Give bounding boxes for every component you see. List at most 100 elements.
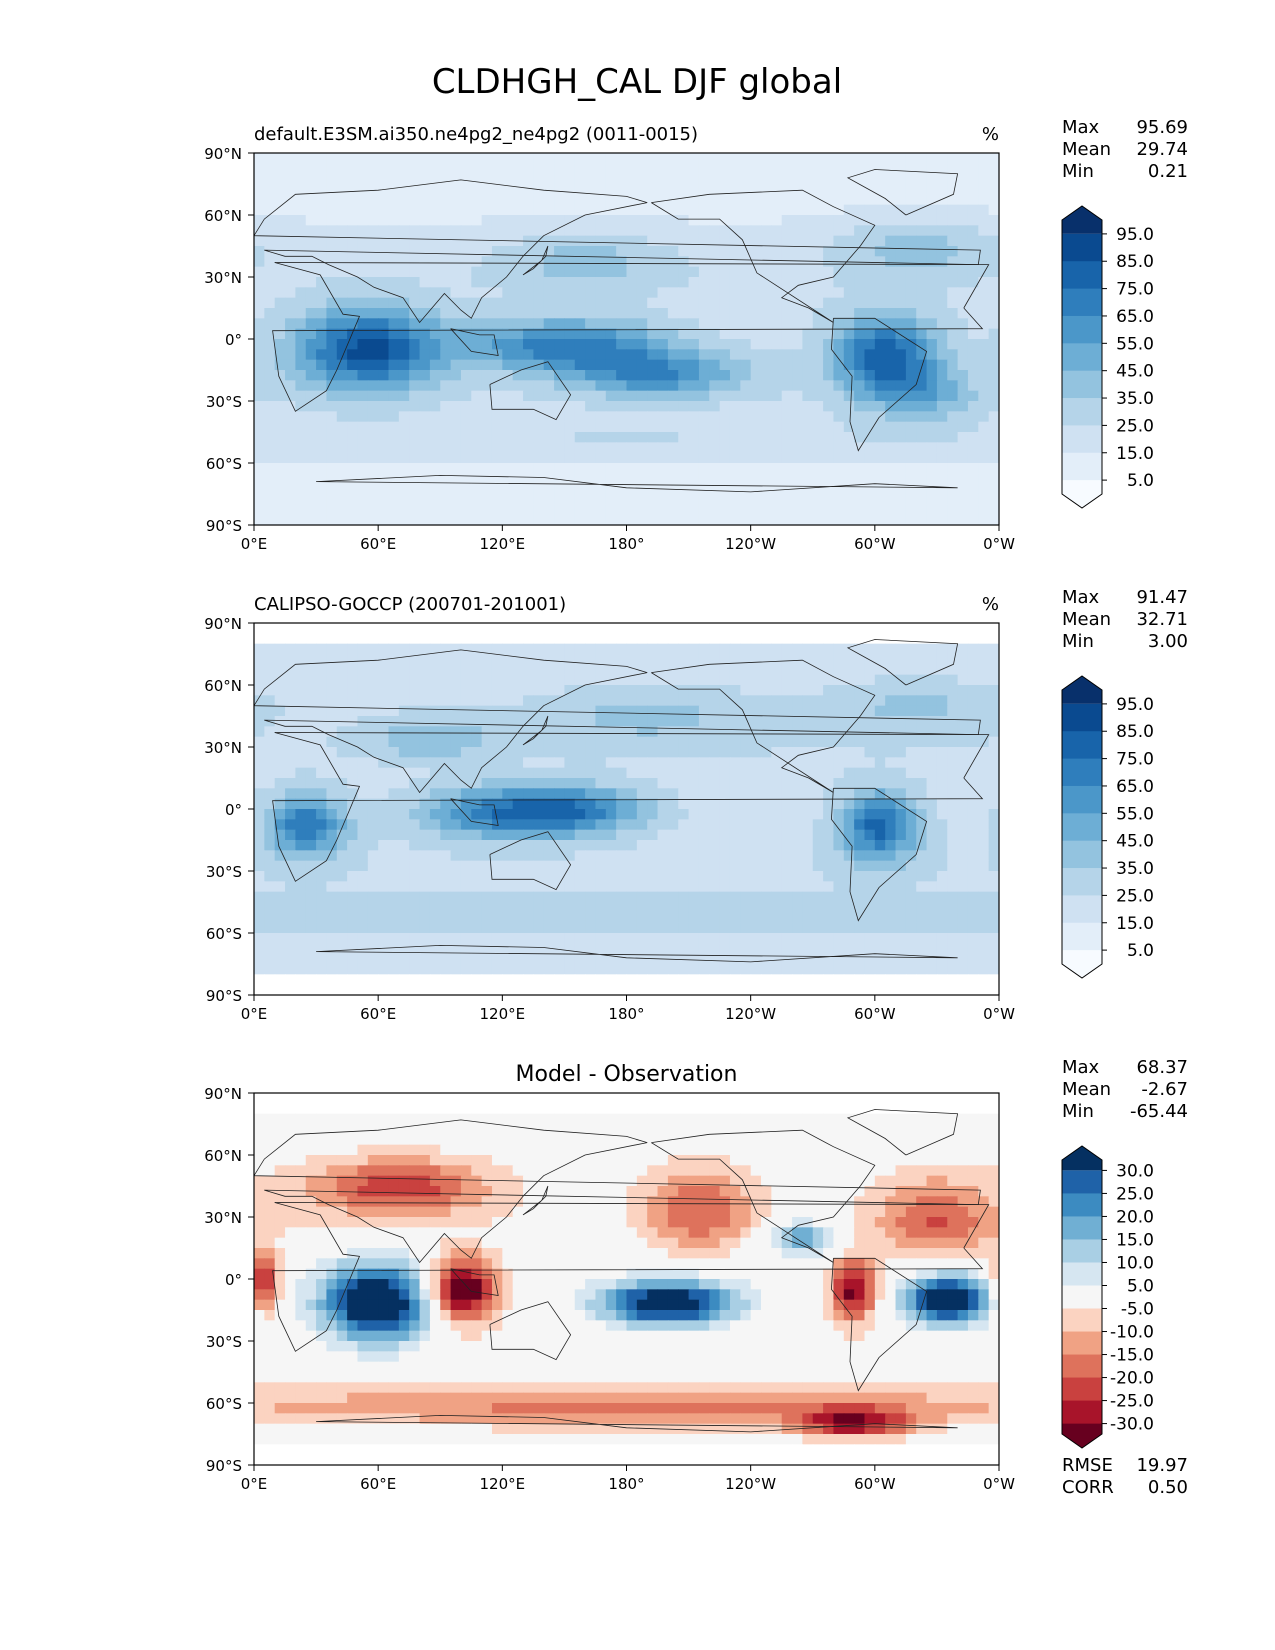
- heatmap-cell: [926, 494, 938, 505]
- heatmap-cell: [585, 902, 597, 913]
- heatmap-cell: [481, 452, 493, 464]
- heatmap-cell: [564, 716, 576, 727]
- heatmap-cell: [895, 664, 907, 676]
- heatmap-cell: [264, 287, 276, 299]
- heatmap-cell: [564, 277, 576, 288]
- heatmap-cell: [419, 943, 431, 955]
- heatmap-cell: [471, 235, 483, 247]
- heatmap-cell: [523, 153, 534, 164]
- heatmap-cell: [502, 778, 514, 789]
- heatmap-cell: [336, 153, 348, 164]
- heatmap-cell: [316, 891, 328, 903]
- heatmap-cell: [698, 473, 710, 485]
- heatmap-cell: [854, 163, 866, 175]
- heatmap-cell: [378, 736, 390, 748]
- heatmap-cell: [533, 432, 545, 443]
- heatmap-cell: [316, 204, 328, 216]
- heatmap-cell: [305, 767, 317, 779]
- heatmap-cell: [564, 318, 576, 330]
- heatmap-cell: [781, 912, 793, 924]
- heatmap-cell: [895, 633, 907, 645]
- heatmap-cell: [781, 902, 793, 913]
- heatmap-cell: [285, 256, 296, 268]
- heatmap-cell: [667, 473, 679, 485]
- heatmap-cell: [636, 633, 648, 645]
- heatmap-cell: [854, 747, 866, 758]
- heatmap-cell: [812, 483, 824, 495]
- heatmap-cell: [595, 153, 607, 164]
- heatmap-cell: [460, 297, 472, 309]
- heatmap-cell: [667, 685, 679, 696]
- heatmap-cell: [709, 297, 721, 309]
- heatmap-cell: [936, 421, 948, 433]
- heatmap-cell: [709, 359, 721, 371]
- heatmap-cell: [564, 850, 576, 862]
- heatmap-cell: [978, 757, 990, 769]
- heatmap-cell: [440, 401, 452, 412]
- heatmap-cell: [533, 483, 545, 495]
- heatmap-cell: [916, 891, 928, 903]
- heatmap-cell: [605, 726, 617, 738]
- heatmap-cell: [719, 349, 731, 361]
- heatmap-cell: [957, 153, 969, 164]
- heatmap-cell: [802, 194, 814, 206]
- heatmap-cell: [792, 829, 804, 841]
- heatmap-cell: [812, 902, 824, 913]
- heatmap-cell: [895, 163, 907, 175]
- heatmap-cell: [802, 494, 814, 505]
- heatmap-cell: [326, 902, 338, 913]
- heatmap-cell: [854, 204, 866, 216]
- heatmap-cell: [398, 463, 410, 474]
- heatmap-cell: [833, 881, 845, 893]
- heatmap-cell: [357, 266, 369, 278]
- heatmap-cell: [781, 246, 793, 257]
- heatmap-cell: [285, 463, 296, 474]
- heatmap-cell: [316, 483, 328, 495]
- heatmap-cell: [564, 370, 576, 381]
- heatmap-cell: [254, 235, 265, 247]
- heatmap-cell: [719, 912, 731, 924]
- heatmap-cell: [957, 716, 969, 727]
- heatmap-cell: [698, 442, 710, 454]
- heatmap-cell: [554, 860, 566, 872]
- heatmap-cell: [812, 494, 824, 505]
- heatmap-cell: [502, 798, 514, 810]
- heatmap-cell: [450, 266, 462, 278]
- heatmap-cell: [761, 767, 772, 779]
- heatmap-cell: [854, 623, 866, 634]
- heatmap-cell: [616, 483, 628, 495]
- heatmap-cell: [978, 840, 990, 851]
- heatmap-cell: [316, 297, 328, 309]
- heatmap-cell: [885, 442, 897, 454]
- heatmap-cell: [647, 328, 659, 340]
- heatmap-cell: [460, 674, 472, 686]
- heatmap-cell: [585, 778, 597, 789]
- heatmap-cell: [481, 370, 493, 381]
- heatmap-cell: [523, 246, 534, 257]
- heatmap-cell: [378, 452, 390, 464]
- heatmap-cell: [967, 308, 979, 319]
- heatmap-cell: [574, 654, 586, 665]
- heatmap-cell: [864, 840, 876, 851]
- heatmap-cell: [585, 235, 597, 247]
- heatmap-cell: [305, 881, 317, 893]
- heatmap-cell: [854, 463, 866, 474]
- heatmap-cell: [688, 705, 700, 717]
- heatmap-cell: [316, 943, 328, 955]
- heatmap-cell: [916, 287, 928, 299]
- heatmap-cell: [905, 829, 917, 841]
- heatmap-cell: [792, 809, 804, 820]
- heatmap-cell: [523, 297, 534, 309]
- heatmap-cell: [616, 370, 628, 381]
- heatmap-cell: [678, 463, 690, 474]
- heatmap-cell: [905, 463, 917, 474]
- heatmap-cell: [450, 933, 462, 944]
- heatmap-cell: [854, 380, 866, 392]
- heatmap-cell: [781, 881, 793, 893]
- heatmap-cell: [885, 778, 897, 789]
- heatmap-cell: [698, 623, 710, 634]
- heatmap-cell: [719, 757, 731, 769]
- heatmap-cell: [450, 674, 462, 686]
- heatmap-cell: [440, 194, 452, 206]
- heatmap-cell: [916, 933, 928, 944]
